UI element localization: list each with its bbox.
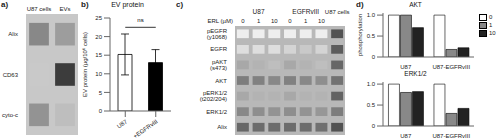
- svg-text:0: 0: [372, 54, 376, 60]
- svg-text:15: 15: [95, 52, 102, 58]
- svg-text:1.0: 1.0: [367, 12, 376, 18]
- html-text:EV protein: EV protein: [111, 1, 144, 8]
- svg-text:EGFRvIII: EGFRvIII: [292, 8, 319, 15]
- svg-text:AKT: AKT: [215, 78, 227, 84]
- html-text:0: 0: [489, 14, 493, 20]
- svg-text:U87: U87: [116, 118, 129, 130]
- svg-text:EVs: EVs: [59, 6, 70, 12]
- svg-text:0: 0: [99, 108, 103, 114]
- svg-text:10: 10: [318, 18, 325, 24]
- svg-text:phosphorylation: phosphorylation: [357, 14, 363, 56]
- svg-text:20: 20: [95, 34, 102, 40]
- svg-text:1: 1: [304, 18, 308, 24]
- html-text:1: 1: [489, 22, 493, 28]
- svg-text:+EGFRvIII: +EGFRvIII: [132, 118, 159, 139]
- html-text:d): d): [356, 0, 364, 9]
- svg-text:25: 25: [95, 15, 102, 21]
- svg-text:Alix: Alix: [217, 124, 227, 130]
- svg-text:U87: U87: [400, 64, 412, 69]
- svg-text:U87-EGFRvIII: U87-EGFRvIII: [432, 133, 470, 138]
- svg-text:pAKT(s473): pAKT(s473): [210, 59, 227, 71]
- html-text:b): b): [81, 0, 89, 9]
- svg-text:cyto-c: cyto-c: [8, 112, 18, 118]
- svg-text:0.5: 0.5: [367, 102, 376, 108]
- svg-text:ns: ns: [137, 17, 143, 23]
- html-text:AKT: AKT: [409, 1, 422, 8]
- svg-text:1: 1: [257, 18, 261, 24]
- svg-text:0: 0: [288, 18, 292, 24]
- svg-text:EGFR: EGFR: [210, 46, 227, 52]
- svg-text:pERK1/2(t202/204): pERK1/2(t202/204): [200, 90, 228, 102]
- svg-text:ERL (µM): ERL (µM): [207, 18, 233, 24]
- svg-text:0.5: 0.5: [367, 33, 376, 39]
- svg-text:Alix: Alix: [8, 31, 18, 37]
- svg-text:1.0: 1.0: [367, 81, 376, 87]
- svg-text:10: 10: [95, 71, 102, 77]
- svg-text:pEGFR(y1068): pEGFR(y1068): [207, 28, 228, 40]
- svg-text:U87 cells: U87 cells: [27, 6, 52, 12]
- html-text:a): a): [1, 0, 9, 9]
- svg-text:EV protein (µg/10⁶ cells): EV protein (µg/10⁶ cells): [82, 32, 88, 97]
- svg-text:10: 10: [271, 18, 278, 24]
- html-text:c): c): [176, 0, 184, 9]
- html-text:10: 10: [489, 30, 496, 36]
- svg-text:U87-EGFRvIII: U87-EGFRvIII: [432, 64, 470, 69]
- svg-text:U87: U87: [253, 8, 265, 15]
- svg-text:0: 0: [241, 18, 245, 24]
- svg-text:U87 cells: U87 cells: [325, 9, 350, 15]
- svg-text:0: 0: [372, 123, 376, 129]
- svg-text:CD63: CD63: [8, 72, 19, 78]
- html-text:ERK1/2: ERK1/2: [404, 70, 427, 77]
- svg-text:U87: U87: [400, 133, 412, 138]
- svg-text:ERK1/2: ERK1/2: [206, 109, 227, 115]
- svg-text:5: 5: [99, 90, 103, 96]
